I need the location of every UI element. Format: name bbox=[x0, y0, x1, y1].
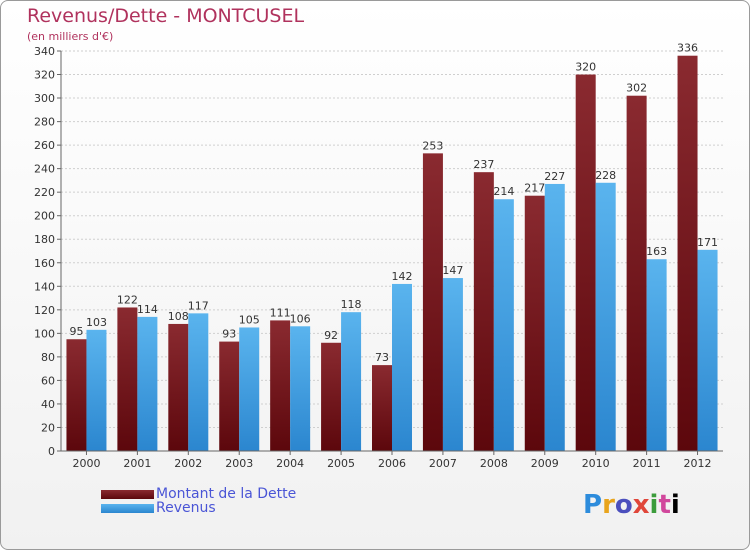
bar-debt bbox=[677, 55, 698, 452]
y-tick-label: 200 bbox=[34, 210, 55, 223]
legend-swatch-debt bbox=[101, 490, 154, 499]
data-label: 105 bbox=[239, 313, 260, 326]
data-label: 336 bbox=[677, 42, 698, 55]
data-label: 302 bbox=[626, 82, 647, 95]
data-label: 103 bbox=[86, 316, 107, 329]
data-label: 147 bbox=[442, 264, 463, 277]
bar-debt bbox=[575, 74, 596, 451]
y-tick-label: 120 bbox=[34, 304, 55, 317]
x-tick-label: 2012 bbox=[684, 457, 712, 470]
x-tick-label: 2009 bbox=[531, 457, 559, 470]
bar-revenue bbox=[341, 312, 362, 451]
bar-revenue bbox=[493, 199, 514, 451]
bar-debt bbox=[422, 153, 443, 451]
bar-revenue bbox=[188, 313, 209, 451]
bar-revenue bbox=[646, 259, 667, 451]
bar-debt bbox=[66, 339, 87, 451]
chart-title: Revenus/Dette - MONTCUSEL bbox=[27, 5, 305, 27]
y-tick-label: 300 bbox=[34, 92, 55, 105]
data-label: 163 bbox=[646, 245, 667, 258]
y-tick-label: 160 bbox=[34, 257, 55, 270]
bar-revenue bbox=[137, 316, 158, 451]
y-tick-label: 140 bbox=[34, 280, 55, 293]
x-tick-label: 2008 bbox=[480, 457, 508, 470]
bar-debt bbox=[372, 365, 392, 451]
data-label: 171 bbox=[697, 236, 718, 249]
x-tick-label: 2007 bbox=[429, 457, 457, 470]
proxiti-logo: Proxiti bbox=[583, 490, 680, 520]
y-tick-label: 0 bbox=[48, 445, 55, 458]
data-label: 108 bbox=[168, 310, 189, 323]
x-tick-label: 2010 bbox=[582, 457, 610, 470]
data-label: 320 bbox=[575, 61, 596, 74]
bar-revenue bbox=[290, 326, 311, 451]
data-label: 93 bbox=[222, 328, 236, 341]
bar-debt bbox=[270, 320, 291, 451]
bar-debt bbox=[524, 195, 545, 451]
y-tick-label: 340 bbox=[34, 45, 55, 58]
data-label: 217 bbox=[524, 182, 545, 195]
bar-revenue bbox=[442, 278, 463, 451]
data-label: 95 bbox=[69, 325, 83, 338]
bar-debt bbox=[117, 307, 138, 451]
bar-revenue bbox=[392, 283, 412, 451]
data-label: 117 bbox=[188, 299, 209, 312]
data-label: 122 bbox=[117, 293, 138, 306]
y-tick-label: 20 bbox=[41, 421, 55, 434]
x-tick-label: 2002 bbox=[174, 457, 202, 470]
bar-revenue bbox=[239, 327, 260, 451]
legend-label-debt: Montant de la Dette bbox=[156, 486, 297, 502]
bar-debt bbox=[473, 172, 494, 452]
data-label: 253 bbox=[422, 139, 443, 152]
bar-debt bbox=[168, 323, 189, 451]
y-tick-label: 60 bbox=[41, 374, 55, 387]
y-tick-label: 80 bbox=[41, 351, 55, 364]
data-label: 118 bbox=[341, 298, 362, 311]
data-label: 142 bbox=[392, 270, 413, 283]
legend-swatch-revenue bbox=[101, 504, 154, 513]
x-tick-label: 2003 bbox=[225, 457, 253, 470]
chart-subtitle: (en milliers d'€) bbox=[27, 30, 114, 43]
bar-debt bbox=[626, 95, 647, 452]
x-tick-label: 2005 bbox=[327, 457, 355, 470]
y-tick-label: 280 bbox=[34, 116, 55, 129]
y-tick-label: 40 bbox=[41, 398, 55, 411]
data-label: 73 bbox=[375, 351, 389, 364]
data-label: 106 bbox=[290, 312, 311, 325]
x-tick-label: 2001 bbox=[123, 457, 151, 470]
y-tick-label: 260 bbox=[34, 139, 55, 152]
x-tick-label: 2011 bbox=[633, 457, 661, 470]
bar-revenue bbox=[544, 183, 565, 452]
data-label: 111 bbox=[270, 306, 291, 319]
y-tick-label: 320 bbox=[34, 69, 55, 82]
data-label: 227 bbox=[544, 170, 565, 183]
x-tick-label: 2000 bbox=[72, 457, 100, 470]
y-tick-label: 100 bbox=[34, 327, 55, 340]
y-tick-label: 220 bbox=[34, 186, 55, 199]
data-label: 237 bbox=[473, 158, 494, 171]
bar-debt bbox=[321, 342, 342, 451]
data-label: 214 bbox=[493, 185, 514, 198]
data-label: 92 bbox=[324, 329, 338, 342]
bar-revenue bbox=[697, 249, 718, 451]
bar-revenue bbox=[595, 182, 616, 451]
x-tick-label: 2006 bbox=[378, 457, 406, 470]
y-tick-label: 180 bbox=[34, 233, 55, 246]
x-tick-label: 2004 bbox=[276, 457, 304, 470]
data-label: 114 bbox=[137, 303, 158, 316]
data-label: 228 bbox=[595, 169, 616, 182]
legend-label-revenue: Revenus bbox=[156, 500, 216, 516]
y-tick-label: 240 bbox=[34, 163, 55, 176]
bar-revenue bbox=[86, 329, 107, 451]
bar-debt bbox=[219, 341, 240, 451]
